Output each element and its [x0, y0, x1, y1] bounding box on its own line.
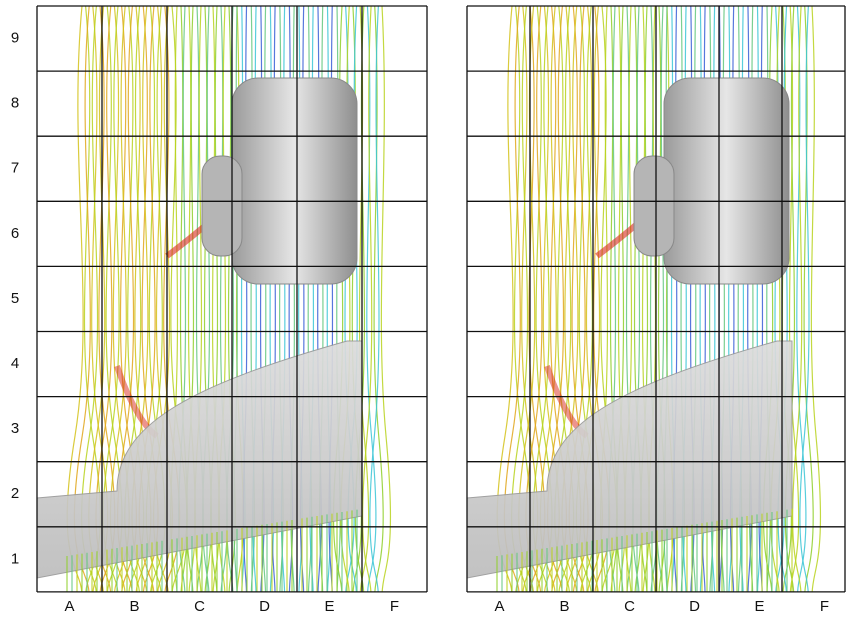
page: {"panels": [ {"rows": ["9", "8", "7", "6… [0, 0, 847, 622]
row-label: 1 [11, 550, 19, 567]
row-label: 2 [11, 485, 19, 502]
column-label: C [194, 598, 205, 615]
column-label: F [390, 598, 399, 615]
column-label: F [820, 598, 829, 615]
row-label: 9 [11, 30, 19, 47]
wheel-hub [634, 156, 674, 256]
column-label: E [754, 598, 764, 615]
body: ABCDEF987654321ABCDEF (() => { const dat… [0, 0, 847, 622]
row-label: 6 [11, 225, 19, 242]
row-label: 4 [11, 355, 19, 372]
row-label: 5 [11, 290, 19, 307]
panel-right [467, 6, 820, 596]
column-label: E [324, 598, 334, 615]
column-label: D [689, 598, 700, 615]
column-label: A [64, 598, 74, 615]
column-label: A [494, 598, 504, 615]
row-label: 7 [11, 160, 19, 177]
column-label: B [559, 598, 569, 615]
row-label: 8 [11, 95, 19, 112]
panel-left [37, 6, 390, 596]
wheel-hub [202, 156, 242, 256]
wheel [664, 78, 789, 284]
wheel [232, 78, 357, 284]
column-label: B [129, 598, 139, 615]
row-label: 3 [11, 420, 19, 437]
column-label: D [259, 598, 270, 615]
figure: A B C D E F 9 8 7 6 5 4 3 2 1 A B C D E F [0, 0, 847, 617]
column-label: C [624, 598, 635, 615]
